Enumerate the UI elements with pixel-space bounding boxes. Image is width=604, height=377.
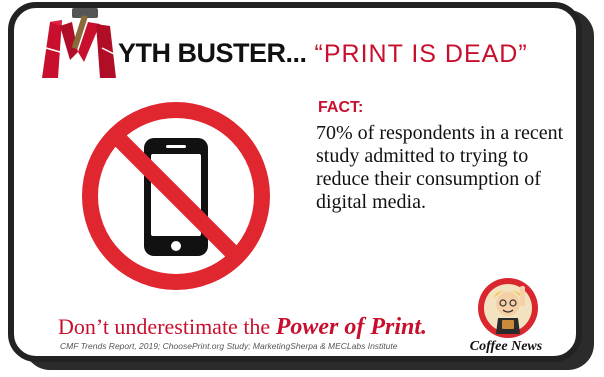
hammer-icon xyxy=(71,8,98,50)
brand-name: Coffee News xyxy=(469,339,543,354)
tagline-emphasis: Power of Print. xyxy=(275,314,428,340)
fact-text: 70% of respondents in a recent study adm… xyxy=(316,122,564,213)
headline-text: YTH BUSTER... xyxy=(118,38,307,68)
source-citation: CMF Trends Report, 2019; ChoosePrint.org… xyxy=(60,341,398,351)
tagline-prefix: Don’t underestimate the xyxy=(58,314,271,339)
tagline: Don’t underestimate the Power of Print. xyxy=(58,314,427,341)
headline: YTH BUSTER... “PRINT IS DEAD” xyxy=(118,38,528,69)
no-phone-icon xyxy=(82,102,270,290)
myth-logo: M xyxy=(42,8,116,78)
fact-label: FACT: xyxy=(318,99,364,116)
broken-m-letter xyxy=(42,20,116,78)
mascot-icon xyxy=(478,278,538,338)
headline-quote: “PRINT IS DEAD” xyxy=(314,40,528,68)
